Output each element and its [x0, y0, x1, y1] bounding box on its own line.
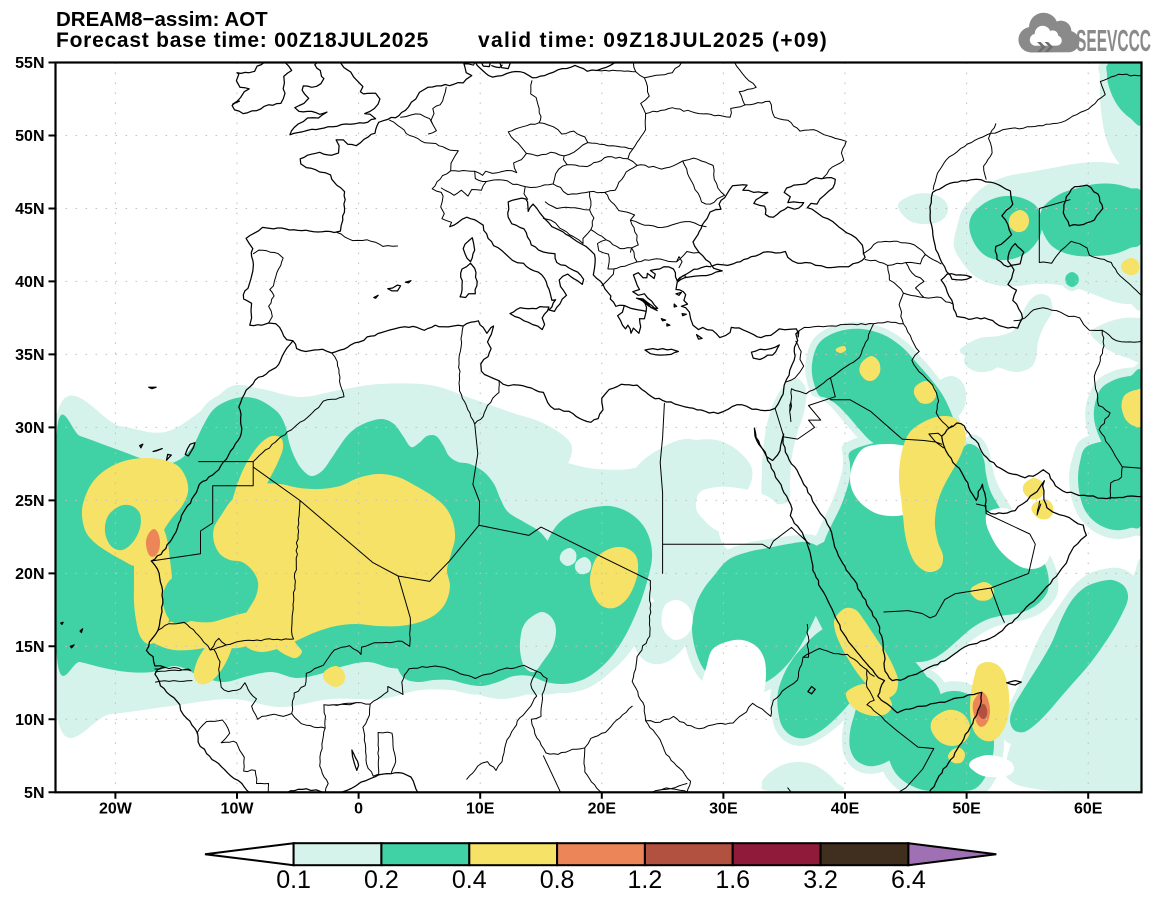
svg-text:20N: 20N: [15, 566, 44, 583]
svg-text:60E: 60E: [1074, 800, 1103, 817]
svg-text:6.4: 6.4: [891, 866, 926, 894]
svg-text:25N: 25N: [15, 493, 44, 510]
svg-text:20W: 20W: [99, 800, 133, 817]
svg-text:0.4: 0.4: [452, 866, 487, 894]
svg-text:0: 0: [354, 800, 363, 817]
svg-text:15N: 15N: [15, 639, 44, 656]
svg-text:5N: 5N: [24, 785, 44, 802]
svg-text:30E: 30E: [709, 800, 738, 817]
svg-text:Forecast base time: 00Z18JUL20: Forecast base time: 00Z18JUL2025: [56, 29, 429, 52]
svg-text:20E: 20E: [588, 800, 617, 817]
svg-text:50E: 50E: [952, 800, 981, 817]
svg-text:0.1: 0.1: [276, 866, 311, 894]
svg-text:1.2: 1.2: [628, 866, 663, 894]
svg-text:40N: 40N: [15, 274, 44, 291]
svg-text:10W: 10W: [221, 800, 255, 817]
svg-text:45N: 45N: [15, 201, 44, 218]
svg-text:0.2: 0.2: [364, 866, 399, 894]
svg-text:35N: 35N: [15, 347, 44, 364]
svg-text:55N: 55N: [15, 55, 44, 72]
svg-text:3.2: 3.2: [803, 866, 838, 894]
svg-text:30N: 30N: [15, 420, 44, 437]
svg-text:10E: 10E: [466, 800, 495, 817]
svg-text:40E: 40E: [831, 800, 860, 817]
svg-text:10N: 10N: [15, 712, 44, 729]
svg-text:valid time: 09Z18JUL2025 (+09): valid time: 09Z18JUL2025 (+09): [478, 29, 828, 52]
svg-text:1.6: 1.6: [715, 866, 750, 894]
svg-text:DREAM8−assim: AOT: DREAM8−assim: AOT: [56, 8, 268, 31]
svg-text:0.8: 0.8: [540, 866, 575, 894]
svg-text:50N: 50N: [15, 128, 44, 145]
svg-text:SEEVCCC: SEEVCCC: [1076, 23, 1151, 58]
